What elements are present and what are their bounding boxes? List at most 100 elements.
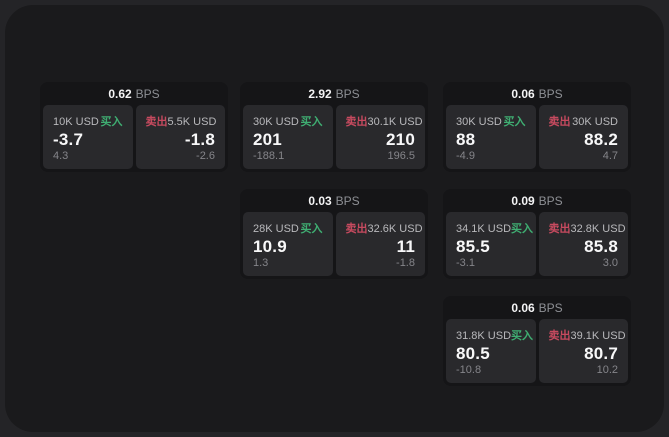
sell-panel-top: 卖出 39.1K USD (548, 327, 626, 343)
buy-panel-top: 30K USD 买入 (456, 113, 526, 129)
sell-panel[interactable]: 卖出 30K USD 88.2 4.7 (538, 105, 628, 169)
quote-panels: 10K USD 买入 -3.7 4.3 卖出 5.5K USD -1.8 -2.… (43, 105, 225, 169)
sell-side-label: 卖出 (345, 116, 368, 128)
bps-value: 2.92 (308, 86, 332, 101)
quote-card: 2.92 BPS 30K USD 买入 201 -188.1 卖出 30.1K … (240, 82, 428, 172)
buy-size-label: 34.1K USD (456, 223, 512, 235)
buy-price: 85.5 (456, 236, 490, 256)
sell-price: 80.7 (584, 343, 618, 363)
buy-size-label: 28K USD (253, 223, 299, 235)
quote-card: 0.06 BPS 31.8K USD 买入 80.5 -10.8 卖出 39.1… (443, 296, 631, 386)
buy-side-label: 买入 (300, 223, 323, 235)
bps-unit-label: BPS (538, 300, 563, 315)
buy-panel-top: 30K USD 买入 (253, 113, 323, 129)
sell-panel-top: 卖出 30.1K USD (345, 113, 423, 129)
quote-card: 0.62 BPS 10K USD 买入 -3.7 4.3 卖出 5.5K USD… (40, 82, 228, 172)
buy-side-label: 买入 (300, 116, 323, 128)
sell-price: 85.8 (584, 236, 618, 256)
sell-panel-top: 卖出 32.6K USD (345, 220, 423, 236)
sell-panel[interactable]: 卖出 30.1K USD 210 196.5 (335, 105, 425, 169)
buy-panel-top: 34.1K USD 买入 (456, 220, 533, 236)
buy-price: 201 (253, 129, 282, 149)
sell-side-label: 卖出 (548, 223, 571, 235)
bps-unit-label: BPS (538, 193, 563, 208)
bps-value: 0.03 (308, 193, 332, 208)
buy-panel[interactable]: 28K USD 买入 10.9 1.3 (243, 212, 333, 276)
buy-size-label: 10K USD (53, 116, 99, 128)
buy-size-label: 30K USD (456, 116, 502, 128)
sell-side-label: 卖出 (145, 116, 168, 128)
sell-panel[interactable]: 卖出 32.8K USD 85.8 3.0 (538, 212, 628, 276)
buy-price: 88 (456, 129, 476, 149)
bps-header: 2.92 BPS (243, 82, 425, 105)
buy-panel[interactable]: 31.8K USD 买入 80.5 -10.8 (446, 319, 536, 383)
bps-header: 0.03 BPS (243, 189, 425, 212)
sell-panel[interactable]: 卖出 32.6K USD 11 -1.8 (335, 212, 425, 276)
bps-value: 0.09 (511, 193, 535, 208)
buy-panel[interactable]: 30K USD 买入 201 -188.1 (243, 105, 333, 169)
sell-price: 88.2 (584, 129, 618, 149)
buy-delta: 4.3 (53, 150, 69, 162)
sell-side-label: 卖出 (548, 116, 571, 128)
sell-size-label: 5.5K USD (167, 116, 217, 128)
quote-panels: 30K USD 买入 201 -188.1 卖出 30.1K USD 210 1… (243, 105, 425, 169)
buy-price: 10.9 (253, 236, 287, 256)
app-canvas: 0.62 BPS 10K USD 买入 -3.7 4.3 卖出 5.5K USD… (5, 5, 664, 432)
sell-delta: 4.7 (602, 150, 618, 162)
buy-panel[interactable]: 10K USD 买入 -3.7 4.3 (43, 105, 133, 169)
buy-side-label: 买入 (503, 116, 526, 128)
buy-delta: -3.1 (456, 257, 475, 269)
quote-panels: 30K USD 买入 88 -4.9 卖出 30K USD 88.2 4.7 (446, 105, 628, 169)
sell-size-label: 32.8K USD (570, 223, 626, 235)
buy-size-label: 31.8K USD (456, 330, 512, 342)
bps-unit-label: BPS (135, 86, 160, 101)
bps-unit-label: BPS (335, 193, 360, 208)
buy-delta: -4.9 (456, 150, 475, 162)
bps-value: 0.06 (511, 86, 535, 101)
sell-panel[interactable]: 卖出 39.1K USD 80.7 10.2 (538, 319, 628, 383)
buy-panel-top: 28K USD 买入 (253, 220, 323, 236)
sell-size-label: 30.1K USD (367, 116, 423, 128)
quote-panels: 34.1K USD 买入 85.5 -3.1 卖出 32.8K USD 85.8… (446, 212, 628, 276)
sell-panel-top: 卖出 32.8K USD (548, 220, 626, 236)
sell-price: 210 (386, 129, 415, 149)
buy-panel-top: 10K USD 买入 (53, 113, 123, 129)
buy-panel[interactable]: 30K USD 买入 88 -4.9 (446, 105, 536, 169)
bps-header: 0.06 BPS (446, 296, 628, 319)
sell-delta: 196.5 (387, 150, 415, 162)
quote-panels: 31.8K USD 买入 80.5 -10.8 卖出 39.1K USD 80.… (446, 319, 628, 383)
bps-header: 0.09 BPS (446, 189, 628, 212)
sell-delta: 3.0 (602, 257, 618, 269)
buy-delta: -188.1 (253, 150, 285, 162)
sell-delta: -1.8 (396, 257, 415, 269)
buy-price: 80.5 (456, 343, 490, 363)
sell-size-label: 32.6K USD (367, 223, 423, 235)
buy-side-label: 买入 (511, 330, 534, 342)
sell-price: -1.8 (184, 129, 215, 149)
buy-size-label: 30K USD (253, 116, 299, 128)
bps-value: 0.06 (511, 300, 535, 315)
bps-value: 0.62 (108, 86, 132, 101)
sell-side-label: 卖出 (345, 223, 368, 235)
buy-panel[interactable]: 34.1K USD 买入 85.5 -3.1 (446, 212, 536, 276)
sell-price: 11 (396, 236, 415, 256)
bps-unit-label: BPS (335, 86, 360, 101)
buy-panel-top: 31.8K USD 买入 (456, 327, 533, 343)
quote-card: 0.03 BPS 28K USD 买入 10.9 1.3 卖出 32.6K US… (240, 189, 428, 279)
sell-panel[interactable]: 卖出 5.5K USD -1.8 -2.6 (135, 105, 225, 169)
buy-side-label: 买入 (100, 116, 123, 128)
sell-side-label: 卖出 (548, 330, 571, 342)
buy-side-label: 买入 (511, 223, 534, 235)
sell-panel-top: 卖出 30K USD (549, 113, 619, 129)
buy-price: -3.7 (53, 129, 84, 149)
buy-delta: -10.8 (456, 364, 482, 376)
quote-card: 0.06 BPS 30K USD 买入 88 -4.9 卖出 30K USD 8… (443, 82, 631, 172)
buy-delta: 1.3 (253, 257, 269, 269)
quote-panels: 28K USD 买入 10.9 1.3 卖出 32.6K USD 11 -1.8 (243, 212, 425, 276)
sell-delta: -2.6 (196, 150, 215, 162)
sell-panel-top: 卖出 5.5K USD (145, 113, 217, 129)
sell-delta: 10.2 (596, 364, 618, 376)
bps-unit-label: BPS (538, 86, 563, 101)
sell-size-label: 30K USD (572, 116, 618, 128)
